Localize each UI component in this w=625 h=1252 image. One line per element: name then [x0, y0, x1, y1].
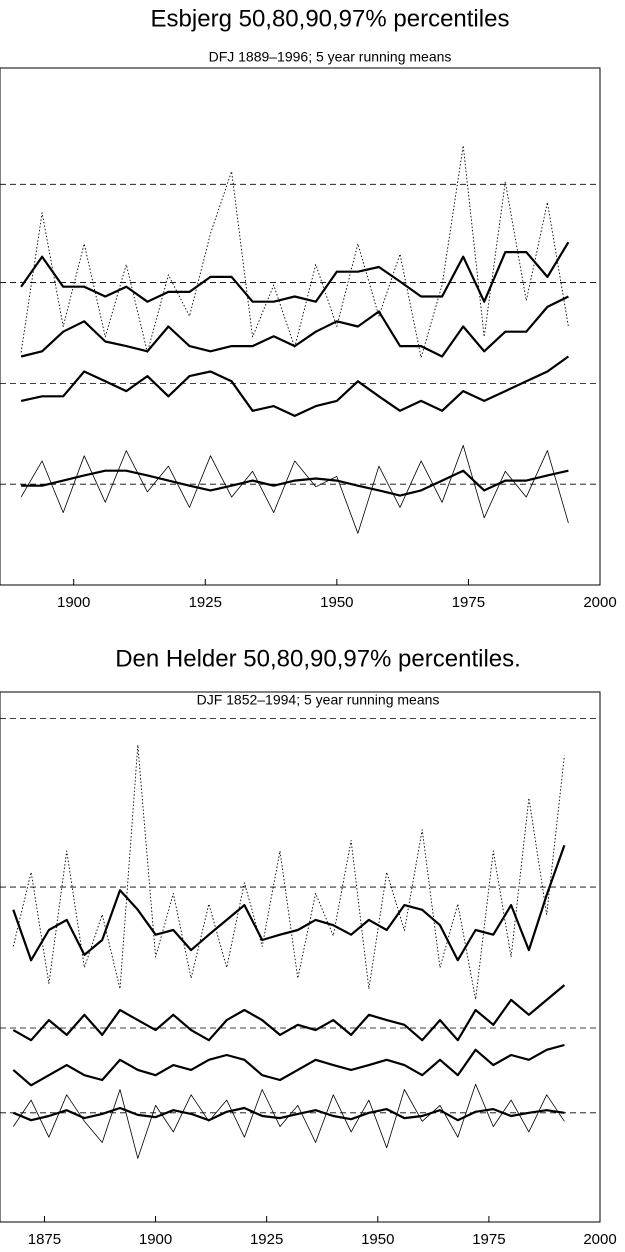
- x-tick-label: 2000: [583, 1231, 616, 1248]
- series-line: [12, 1043, 565, 1087]
- x-tick-label: 1875: [28, 1231, 61, 1248]
- series-line: [12, 1106, 565, 1122]
- series-line: [12, 984, 566, 1042]
- series-line: [20, 145, 569, 358]
- series-line: [21, 469, 569, 497]
- x-tick-label: 1950: [361, 1231, 394, 1248]
- x-tick-label: 1925: [250, 1231, 283, 1248]
- plot-frame: [0, 67, 601, 586]
- chart-title: Esbjerg 50,80,90,97% percentiles: [151, 5, 510, 32]
- x-tick-label: 2000: [583, 594, 616, 611]
- series-line: [20, 445, 569, 534]
- series-line: [12, 744, 565, 1000]
- x-tick-label: 1900: [57, 594, 90, 611]
- series-line: [12, 844, 566, 962]
- series-line: [12, 1083, 565, 1159]
- plot-frame: [0, 691, 601, 1223]
- chart-subtitle: DJF 1852–1994; 5 year running means: [197, 692, 440, 708]
- chart-subtitle: DFJ 1889–1996; 5 year running means: [209, 49, 452, 65]
- x-tick-label: 1900: [139, 1231, 172, 1248]
- x-tick-label: 1975: [472, 1231, 505, 1248]
- series-line: [20, 355, 570, 417]
- x-tick-label: 1975: [452, 594, 485, 611]
- x-tick-label: 1950: [320, 594, 353, 611]
- x-tick-label: 1925: [189, 594, 222, 611]
- series-line: [20, 241, 570, 303]
- series-line: [20, 295, 569, 358]
- chart-title: Den Helder 50,80,90,97% percentiles.: [115, 645, 521, 672]
